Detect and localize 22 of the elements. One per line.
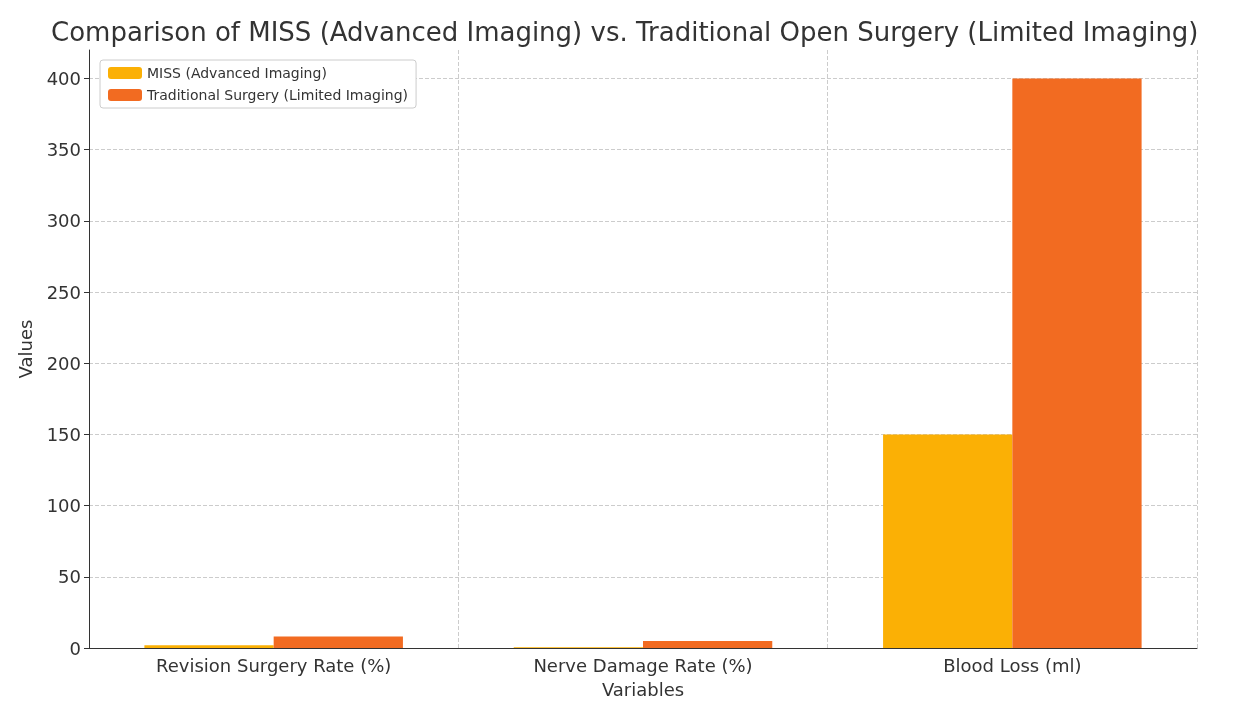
chart-title: Comparison of MISS (Advanced Imaging) vs. Traditional Open Surgery (Limited Imaging) — [51, 17, 1199, 47]
y-tick-label: 300 — [46, 210, 81, 232]
y-axis-title: Values — [14, 319, 36, 379]
x-tick-label: Nerve Damage Rate (%) — [533, 654, 753, 676]
bar — [144, 645, 274, 648]
y-tick-label: 350 — [46, 139, 81, 161]
x-tick-label: Revision Surgery Rate (%) — [156, 654, 392, 676]
bar — [883, 434, 1013, 648]
y-tick-label: 400 — [46, 67, 81, 89]
y-tick-label: 200 — [46, 352, 81, 374]
y-tick-label: 100 — [46, 495, 81, 517]
y-tick-label: 50 — [58, 566, 81, 588]
bar — [643, 640, 773, 648]
y-tick-label: 0 — [69, 637, 81, 659]
y-tick-label: 150 — [46, 423, 81, 445]
legend-label: MISS (Advanced Imaging) — [147, 65, 327, 81]
bar — [1012, 78, 1142, 648]
legend-label: Traditional Surgery (Limited Imaging) — [146, 87, 409, 103]
x-tick-label: Blood Loss (ml) — [943, 654, 1082, 676]
bar — [273, 636, 403, 648]
x-axis-title: Variables — [601, 678, 685, 700]
y-tick-label: 250 — [46, 281, 81, 303]
